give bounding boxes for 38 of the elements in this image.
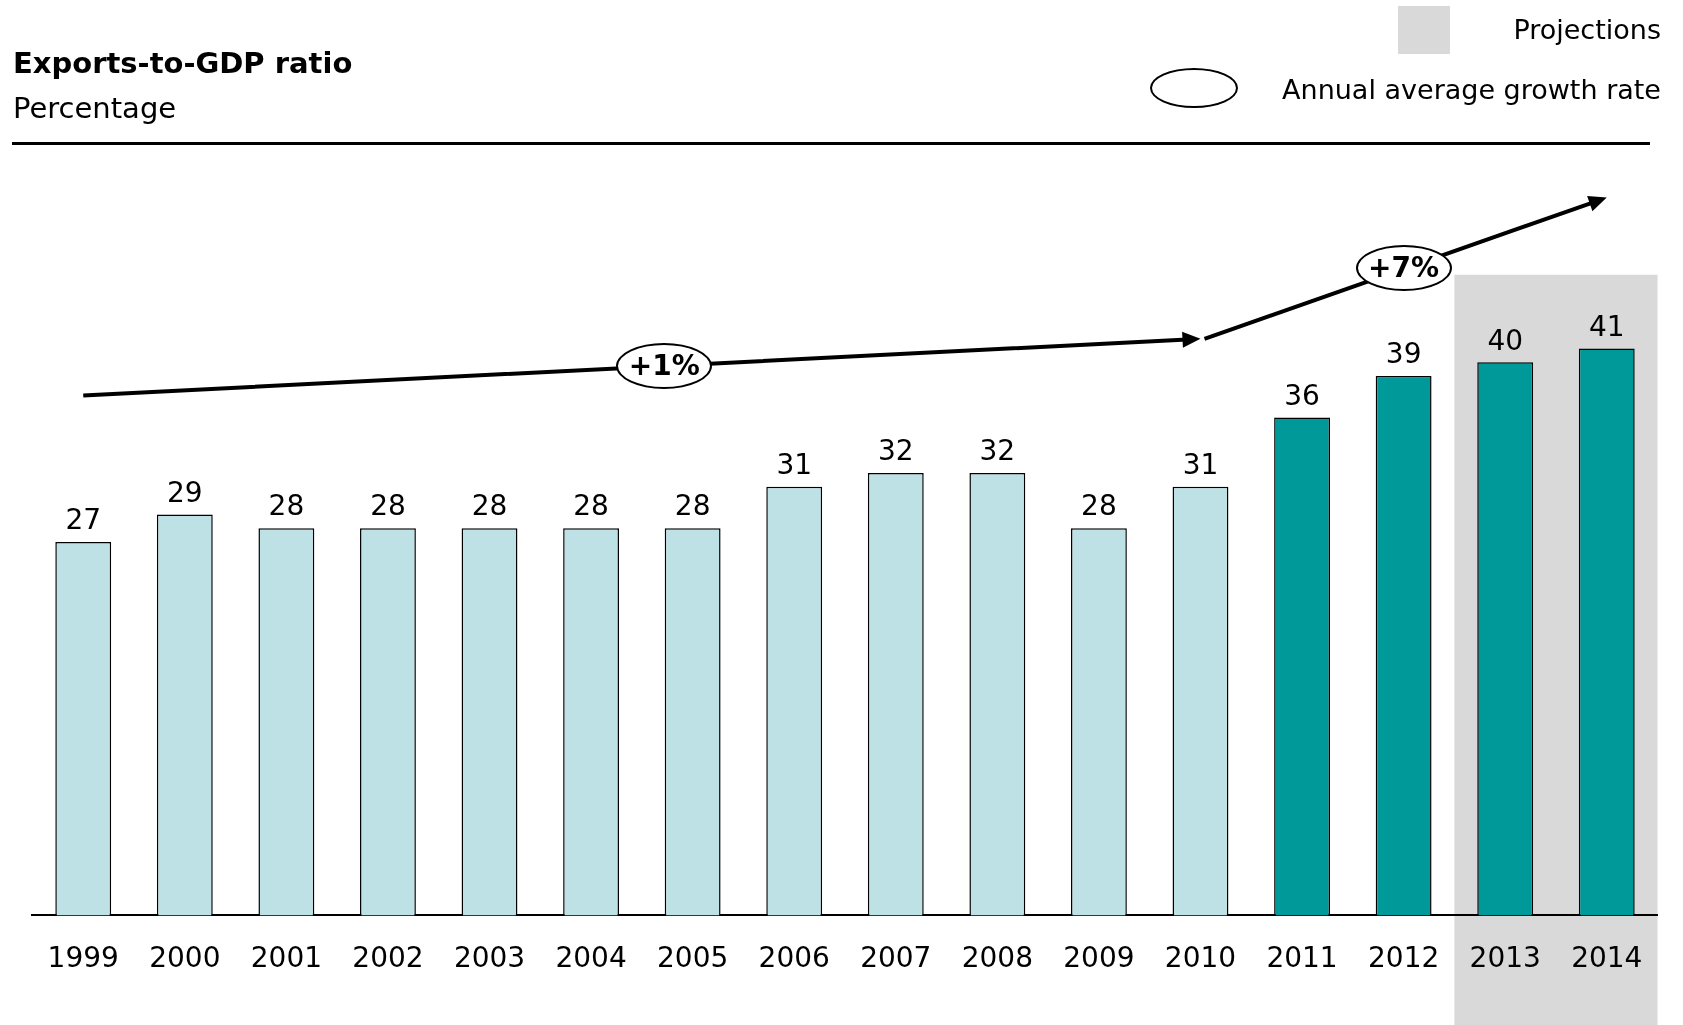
data-label: 31 (1182, 448, 1219, 481)
data-label: 41 (1588, 309, 1625, 343)
text: Annual average growth rate (1282, 74, 1661, 105)
x-tick-label: 2011 (1266, 941, 1338, 975)
x-tick-label: 2012 (1367, 941, 1440, 975)
data-label: 32 (979, 434, 1016, 468)
data-label: 28 (268, 489, 305, 523)
x-tick-label: 2014 (1571, 941, 1643, 975)
data-label: 32 (877, 434, 914, 468)
x-tick-label: 2003 (453, 941, 526, 975)
legend-label: Projections (1513, 14, 1661, 45)
data-label: 28 (471, 489, 508, 523)
x-tick-label: 2005 (657, 941, 729, 975)
chart-subtitle: Percentage (13, 91, 177, 125)
text: +7% (1355, 245, 1452, 292)
data-label: 31 (776, 448, 813, 481)
data-label: 39 (1385, 337, 1422, 371)
annotation: +1% (616, 343, 713, 389)
chart-title: Exports-to-GDP ratio (13, 46, 353, 80)
data-label: 28 (370, 489, 406, 523)
data-label: 27 (65, 503, 102, 537)
data-label: 28 (674, 489, 711, 523)
data-label: 28 (573, 489, 609, 523)
data-label: 36 (1284, 378, 1320, 412)
data-label: 29 (166, 475, 203, 509)
x-tick-label: 2009 (1063, 941, 1135, 975)
x-tick-label: 2008 (961, 941, 1033, 975)
x-tick-label: 2002 (352, 941, 424, 975)
x-tick-label: 1999 (47, 941, 119, 975)
data-label: 40 (1487, 323, 1524, 357)
x-tick-label: 2001 (250, 941, 323, 975)
x-tick-label: 2010 (1164, 941, 1237, 975)
x-tick-label: 2006 (758, 941, 830, 975)
x-tick-label: 2007 (860, 941, 932, 975)
x-tick-label: 2004 (555, 941, 627, 975)
x-tick-label: 2013 (1469, 941, 1541, 975)
x-tick-label: 2000 (149, 941, 221, 975)
data-label: 28 (1081, 489, 1117, 523)
